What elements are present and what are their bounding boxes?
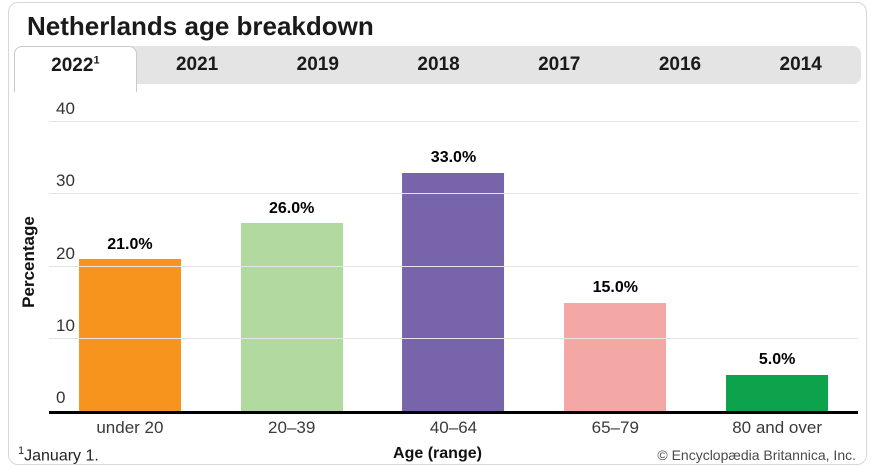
footnote: 1January 1. [18, 445, 99, 465]
tab-label: 2021 [175, 54, 219, 75]
bar-40-64 [402, 172, 505, 411]
bar-value-label: 15.0% [592, 279, 638, 297]
y-axis: Percentage [9, 84, 49, 414]
plot-area: 21.0% 26.0% 33.0% 15.0% 5.0% 0 10 20 30 40 [49, 100, 858, 414]
tab-label: 2018 [417, 54, 460, 75]
tab-label: 2016 [658, 54, 702, 75]
bar-65-79 [564, 302, 667, 411]
category-labels: under 20 20–39 40–64 65–79 80 and over [49, 418, 858, 438]
y-tick-label: 0 [56, 388, 66, 407]
plot-outer: 21.0% 26.0% 33.0% 15.0% 5.0% 0 10 20 30 40 [49, 84, 858, 414]
bar-value-label: 5.0% [758, 351, 796, 369]
bar-value-label: 26.0% [269, 199, 315, 217]
bar-column: 5.0% [696, 122, 858, 411]
copyright: © Encyclopædia Britannica, Inc. [657, 447, 856, 463]
bar-column: 21.0% [49, 122, 211, 411]
x-axis-title: Age (range) [393, 445, 482, 462]
chart-footer: 1January 1. Age (range) © Encyclopædia B… [9, 443, 866, 465]
y-tick-label: 40 [56, 99, 75, 118]
chart-card: Netherlands age breakdown 20221 2021 201… [8, 2, 867, 465]
tab-2016[interactable]: 2016 [620, 46, 741, 84]
category-label: 80 and over [732, 418, 822, 437]
bar-column: 26.0% [211, 122, 373, 411]
footnote-superscript: 1 [18, 445, 25, 457]
gridline [49, 121, 858, 122]
bar-value-label: 21.0% [107, 235, 153, 253]
y-axis-title: Percentage [19, 216, 38, 309]
category-label: 40–64 [429, 418, 478, 437]
tab-2017[interactable]: 2017 [499, 46, 620, 84]
tab-2021[interactable]: 2021 [137, 46, 258, 84]
y-tick-label: 10 [56, 315, 75, 335]
bar-column: 33.0% [373, 122, 535, 411]
y-tick-label: 30 [56, 171, 75, 191]
y-tick-label: 20 [56, 243, 75, 263]
bar-value-label: 33.0% [430, 148, 477, 166]
bars-layer: 21.0% 26.0% 33.0% 15.0% 5.0% [49, 122, 858, 411]
page-title: Netherlands age breakdown [27, 11, 374, 41]
category-label: under 20 [96, 418, 164, 437]
gridline [49, 193, 858, 195]
tab-label: 2014 [779, 54, 822, 75]
category-label: 20–39 [268, 418, 316, 437]
tab-label: 2019 [296, 54, 339, 75]
bar-80-and-over [726, 374, 829, 411]
year-tabs: 20221 2021 2019 2018 2017 2016 2014 [14, 46, 861, 92]
gridline [49, 265, 858, 267]
tab-2018[interactable]: 2018 [378, 46, 499, 84]
tab-2022[interactable]: 20221 [14, 46, 137, 92]
tab-2014[interactable]: 2014 [740, 46, 861, 84]
tab-2019[interactable]: 2019 [257, 46, 378, 84]
tab-label: 2022 [51, 55, 94, 76]
footnote-text: January 1. [24, 447, 99, 465]
bar-column: 15.0% [534, 122, 696, 411]
category-label: 65–79 [591, 418, 639, 437]
tab-label: 2017 [538, 54, 581, 75]
tab-superscript: 1 [93, 54, 100, 67]
chart-area: Percentage 21.0% 26.0% 33.0% 15.0% 5.0% 0 10 2… [9, 84, 866, 414]
gridline [49, 337, 858, 339]
bar-under-20 [78, 259, 181, 411]
bar-20-39 [240, 223, 343, 411]
